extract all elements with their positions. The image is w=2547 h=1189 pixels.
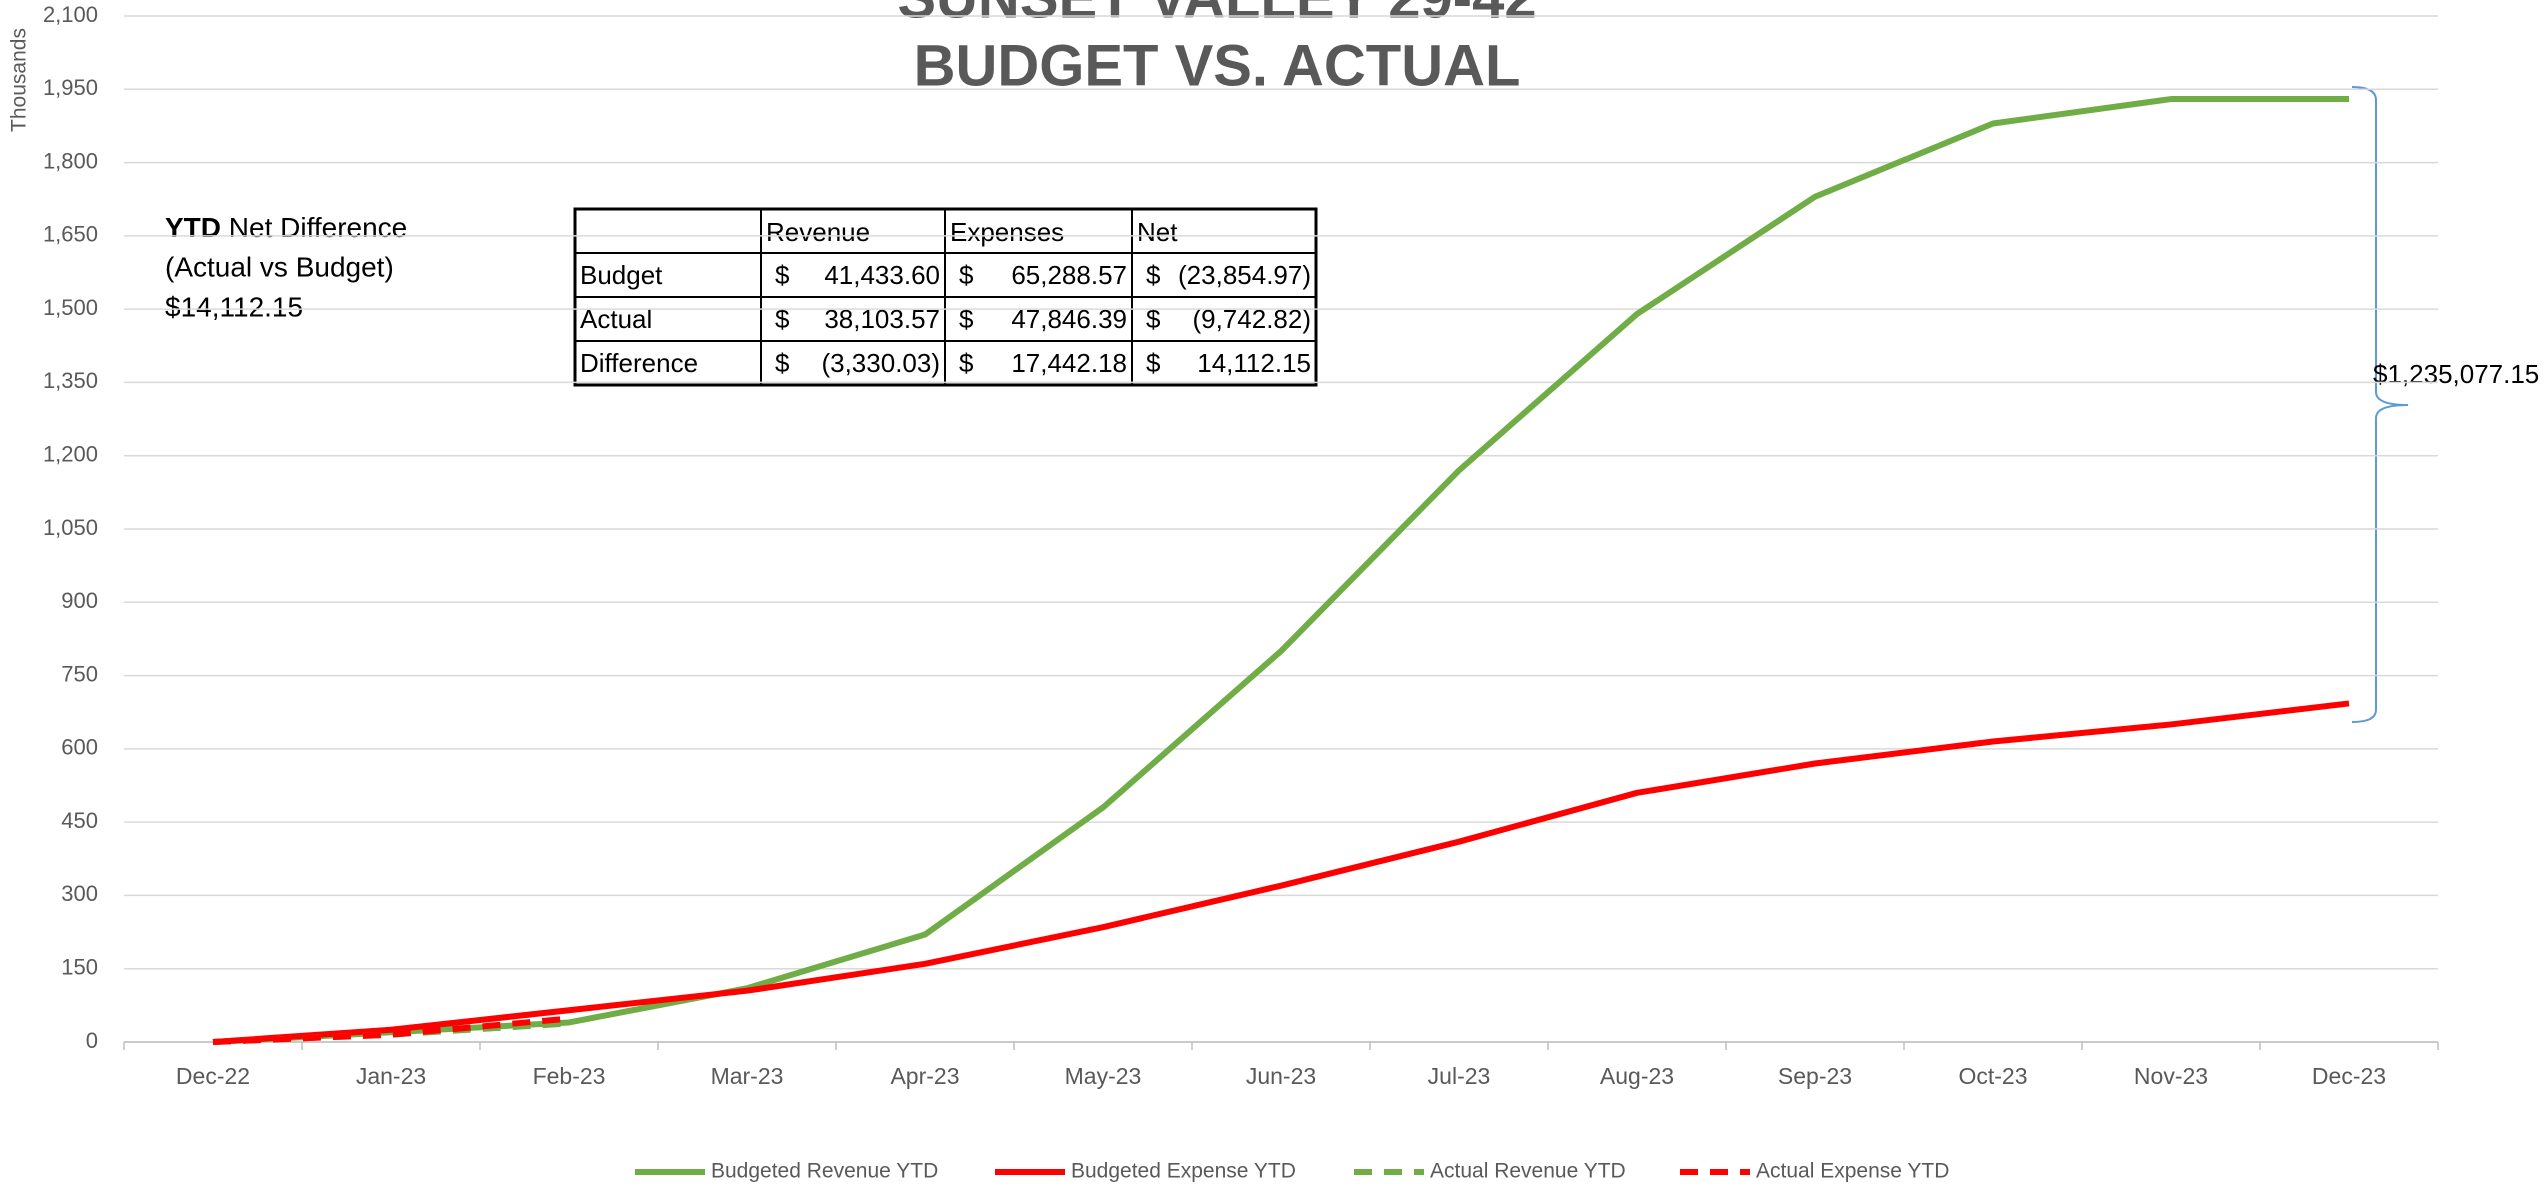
table-currency: $ bbox=[775, 260, 790, 290]
x-tick-label: Sep-23 bbox=[1778, 1063, 1852, 1089]
annotation: (Actual vs Budget) bbox=[165, 251, 394, 282]
y-tick-label: 1,500 bbox=[43, 295, 98, 320]
x-tick-label: Nov-23 bbox=[2134, 1063, 2208, 1089]
legend-label: Actual Revenue YTD bbox=[1430, 1160, 1626, 1183]
table-amount: (23,854.97) bbox=[1178, 260, 1311, 290]
table-amount: 38,103.57 bbox=[824, 304, 940, 334]
table-amount: 65,288.57 bbox=[1011, 260, 1127, 290]
chart-title: BUDGET VS. ACTUAL bbox=[914, 33, 1521, 98]
table-amount: (3,330.03) bbox=[821, 348, 940, 378]
y-tick-label: 1,200 bbox=[43, 442, 98, 467]
legend-label: Actual Expense YTD bbox=[1756, 1160, 1949, 1183]
x-tick-label: Jul-23 bbox=[1428, 1063, 1491, 1089]
table-header: Expenses bbox=[950, 217, 1064, 247]
y-tick-label: 1,050 bbox=[43, 515, 98, 540]
y-tick-label: 1,650 bbox=[43, 222, 98, 247]
table-amount: (9,742.82) bbox=[1192, 304, 1311, 334]
table-currency: $ bbox=[775, 348, 790, 378]
y-tick-label: 600 bbox=[61, 735, 98, 760]
y-tick-label: 300 bbox=[61, 881, 98, 906]
annotation-text: Net Difference bbox=[221, 212, 407, 243]
brace-label: $1,235,077.15 bbox=[2373, 359, 2539, 389]
x-tick-label: Dec-23 bbox=[2312, 1063, 2386, 1089]
x-tick-label: Jan-23 bbox=[356, 1063, 426, 1089]
y-tick-label: 900 bbox=[61, 588, 98, 613]
series-line bbox=[212, 700, 2350, 1045]
legend-label: Budgeted Expense YTD bbox=[1071, 1160, 1296, 1183]
table-currency: $ bbox=[959, 260, 974, 290]
y-tick-label: 1,800 bbox=[43, 148, 98, 173]
summary-table: Revenue Expenses Net Budget $41,433.60 $65,28… bbox=[573, 207, 1318, 387]
x-tick-label: Jun-23 bbox=[1246, 1063, 1316, 1089]
x-tick-label: May-23 bbox=[1065, 1063, 1142, 1089]
table-amount: 41,433.60 bbox=[824, 260, 940, 290]
table-row-label: Difference bbox=[580, 348, 698, 378]
y-tick-label: 2,100 bbox=[43, 2, 98, 27]
annotation: $14,112.15 bbox=[165, 291, 303, 322]
table-currency: $ bbox=[775, 304, 790, 334]
y-tick-label: 450 bbox=[61, 808, 98, 833]
legend-label: Budgeted Revenue YTD bbox=[711, 1160, 938, 1183]
table-currency: $ bbox=[1146, 304, 1161, 334]
table-header: Net bbox=[1137, 217, 1178, 247]
chart-title: SUNSET VALLEY 29-42 bbox=[897, 0, 1536, 30]
table-currency: $ bbox=[1146, 348, 1161, 378]
table-header: Revenue bbox=[766, 217, 870, 247]
table-row-label: Actual bbox=[580, 304, 652, 334]
table-currency: $ bbox=[959, 348, 974, 378]
y-tick-label: 1,950 bbox=[43, 75, 98, 100]
x-tick-label: Aug-23 bbox=[1600, 1063, 1674, 1089]
table-row-label: Budget bbox=[580, 260, 663, 290]
table-amount: 17,442.18 bbox=[1011, 348, 1127, 378]
annotation: YTD Net Difference bbox=[165, 212, 407, 243]
x-tick-label: Mar-23 bbox=[711, 1063, 784, 1089]
annotation-bold: YTD bbox=[165, 212, 221, 243]
x-tick-label: Apr-23 bbox=[890, 1063, 959, 1089]
y-tick-label: 1,350 bbox=[43, 368, 98, 393]
y-tick-label: 0 bbox=[86, 1028, 98, 1053]
y-axis-label: Thousands bbox=[8, 28, 31, 132]
x-tick-label: Oct-23 bbox=[1958, 1063, 2027, 1089]
y-tick-label: 150 bbox=[61, 955, 98, 980]
table-amount: 47,846.39 bbox=[1011, 304, 1127, 334]
x-tick-label: Dec-22 bbox=[176, 1063, 250, 1089]
brace bbox=[2351, 86, 2409, 723]
table-amount: 14,112.15 bbox=[1197, 348, 1311, 378]
x-tick-label: Feb-23 bbox=[533, 1063, 606, 1089]
table-currency: $ bbox=[1146, 260, 1161, 290]
table-currency: $ bbox=[959, 304, 974, 334]
series-line bbox=[212, 96, 2349, 1045]
y-tick-label: 750 bbox=[61, 661, 98, 686]
